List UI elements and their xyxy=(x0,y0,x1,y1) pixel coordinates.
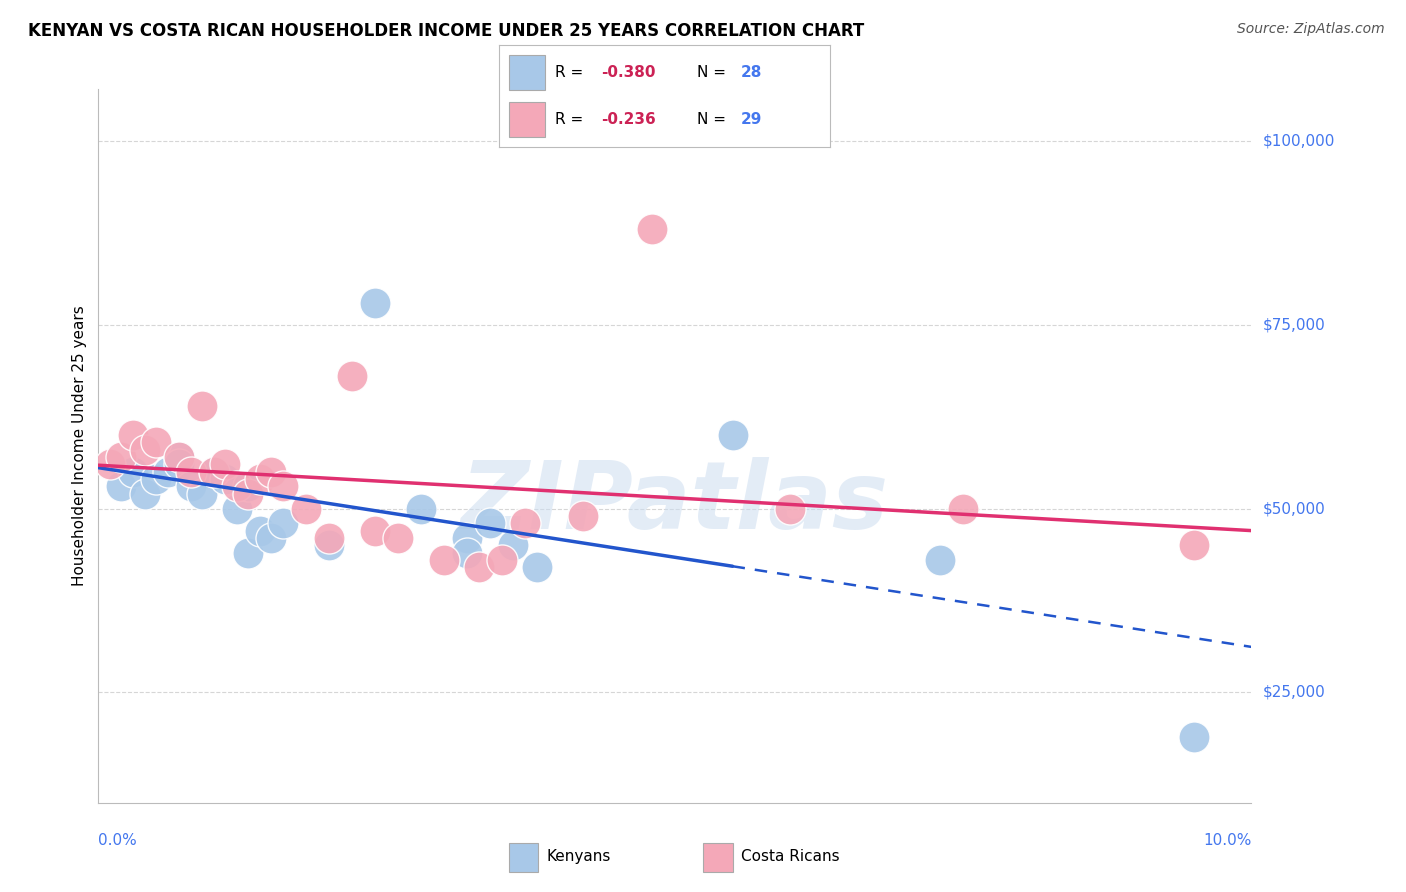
Point xyxy=(364,524,387,538)
Point xyxy=(260,465,283,479)
Point xyxy=(721,428,744,442)
Point xyxy=(340,369,363,384)
Point xyxy=(167,458,190,472)
Text: 29: 29 xyxy=(741,112,762,127)
Text: $75,000: $75,000 xyxy=(1263,318,1326,332)
Point xyxy=(526,560,548,574)
Point xyxy=(433,553,456,567)
Point xyxy=(1182,538,1205,552)
Text: $50,000: $50,000 xyxy=(1263,501,1326,516)
Text: N =: N = xyxy=(697,112,731,127)
Point xyxy=(411,501,433,516)
Text: $25,000: $25,000 xyxy=(1263,685,1326,700)
Point xyxy=(295,501,318,516)
Point xyxy=(98,458,121,472)
Point xyxy=(779,501,801,516)
Point xyxy=(167,450,190,464)
Point xyxy=(214,472,236,486)
Point xyxy=(156,465,179,479)
Bar xyxy=(703,843,733,872)
Text: $100,000: $100,000 xyxy=(1263,133,1334,148)
Point xyxy=(271,479,294,493)
Point xyxy=(225,501,247,516)
Text: Kenyans: Kenyans xyxy=(547,849,612,863)
Text: R =: R = xyxy=(555,65,589,79)
Point xyxy=(122,428,145,442)
Point xyxy=(502,538,524,552)
Point xyxy=(110,450,132,464)
Point xyxy=(364,295,387,310)
Point xyxy=(1182,730,1205,744)
Text: -0.380: -0.380 xyxy=(602,65,657,79)
Point xyxy=(456,531,478,545)
Point xyxy=(387,531,409,545)
Point xyxy=(214,458,236,472)
Text: R =: R = xyxy=(555,112,589,127)
Text: 10.0%: 10.0% xyxy=(1204,833,1251,848)
Text: 0.0%: 0.0% xyxy=(98,833,138,848)
Point xyxy=(238,546,260,560)
Point xyxy=(456,546,478,560)
Point xyxy=(180,465,202,479)
Point xyxy=(167,450,190,464)
Point xyxy=(318,538,340,552)
Point xyxy=(134,442,156,457)
Point xyxy=(238,487,260,501)
Point xyxy=(238,479,260,493)
Bar xyxy=(509,843,538,872)
Point xyxy=(929,553,952,567)
Point xyxy=(318,531,340,545)
Point xyxy=(249,524,271,538)
Point xyxy=(271,516,294,531)
Point xyxy=(468,560,491,574)
Point xyxy=(145,472,167,486)
Bar xyxy=(509,55,546,90)
Bar xyxy=(509,102,546,137)
Point xyxy=(145,435,167,450)
Point xyxy=(110,479,132,493)
Text: KENYAN VS COSTA RICAN HOUSEHOLDER INCOME UNDER 25 YEARS CORRELATION CHART: KENYAN VS COSTA RICAN HOUSEHOLDER INCOME… xyxy=(28,22,865,40)
Point xyxy=(641,222,664,236)
Point xyxy=(202,465,225,479)
Point xyxy=(122,465,145,479)
Text: Source: ZipAtlas.com: Source: ZipAtlas.com xyxy=(1237,22,1385,37)
Point xyxy=(225,479,247,493)
Text: Costa Ricans: Costa Ricans xyxy=(741,849,839,863)
Point xyxy=(134,487,156,501)
Text: -0.236: -0.236 xyxy=(602,112,657,127)
Text: 28: 28 xyxy=(741,65,762,79)
Point xyxy=(191,399,214,413)
Point xyxy=(952,501,974,516)
Point xyxy=(571,508,593,523)
Point xyxy=(191,487,214,501)
Point xyxy=(249,472,271,486)
Text: N =: N = xyxy=(697,65,731,79)
Y-axis label: Householder Income Under 25 years: Householder Income Under 25 years xyxy=(72,306,87,586)
Point xyxy=(513,516,536,531)
Point xyxy=(479,516,502,531)
Text: ZIPatlas: ZIPatlas xyxy=(461,457,889,549)
Point xyxy=(202,465,225,479)
Point xyxy=(260,531,283,545)
Point xyxy=(491,553,513,567)
Point xyxy=(180,479,202,493)
